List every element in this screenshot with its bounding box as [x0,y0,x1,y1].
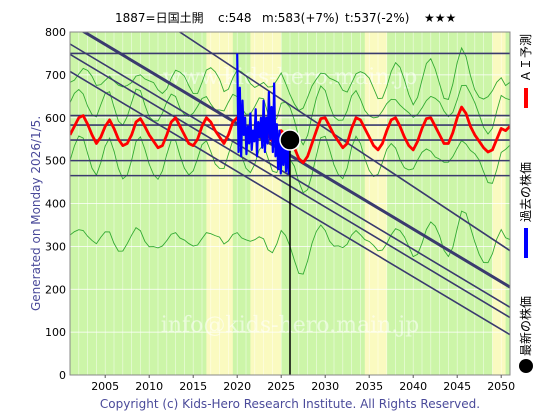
target-price-label: t:537(-2%) [345,11,409,25]
generated-date-label: Generated on Monday 2026/1/5. [29,116,43,311]
y-tick-label: 600 [45,112,66,125]
x-tick-label: 2030 [311,380,339,393]
plot-area: www.kids-hero.main.jpinfo@kids-hero.main… [69,31,511,376]
y-tick-label: 300 [45,240,66,253]
past-series-line [236,53,292,175]
legend-latest-swatch [519,359,533,373]
x-tick-label: 2050 [487,380,515,393]
x-tick-label: 2015 [179,380,207,393]
plot-clipped [70,32,510,375]
x-tick-label: 2020 [223,380,251,393]
x-tick-label: 2045 [443,380,471,393]
x-tick-label: 2005 [91,380,119,393]
y-tick-label: 0 [59,369,66,382]
x-tick-label: 2035 [355,380,383,393]
y-axis-ticks: 0 100 200 300 400 500 600 700 800 [45,26,66,382]
rating-stars: ★★★ [424,11,456,25]
trend-line-4 [178,32,510,252]
plot-border [69,31,511,376]
y-tick-label: 200 [45,283,66,296]
y-tick-label: 800 [45,26,66,39]
x-axis-ticks: 2005 2010 2015 2020 2025 2030 2035 2040 2045 2050 [91,375,515,393]
y-tick-label: 100 [45,326,66,339]
ticker-label: 1887=日国土開 [115,11,204,25]
latest-price-point [279,129,301,151]
x-tick-label: 2025 [267,380,295,393]
band-line-3 [70,46,510,112]
x-tick-label: 2040 [399,380,427,393]
band-line-1 [70,84,510,146]
current-price-label: c:548 [218,11,252,25]
y-tick-label: 400 [45,198,66,211]
watermark-top: www.kids-hero.main.jp [163,65,418,90]
model-price-label: m:583(+7%) [262,11,339,25]
copyright-footer: Copyright (c) Kids-Hero Research Institu… [100,397,480,411]
legend-latest-label: 最新の株価 [518,296,533,356]
y-tick-label: 700 [45,69,66,82]
legend: ＡＩ予測 過去の株価 最新の株価 [518,34,533,373]
y-tick-label: 500 [45,155,66,168]
x-tick-label: 2010 [135,380,163,393]
legend-past-label: 過去の株価 [518,162,533,222]
legend-forecast-label: ＡＩ予測 [519,34,533,82]
